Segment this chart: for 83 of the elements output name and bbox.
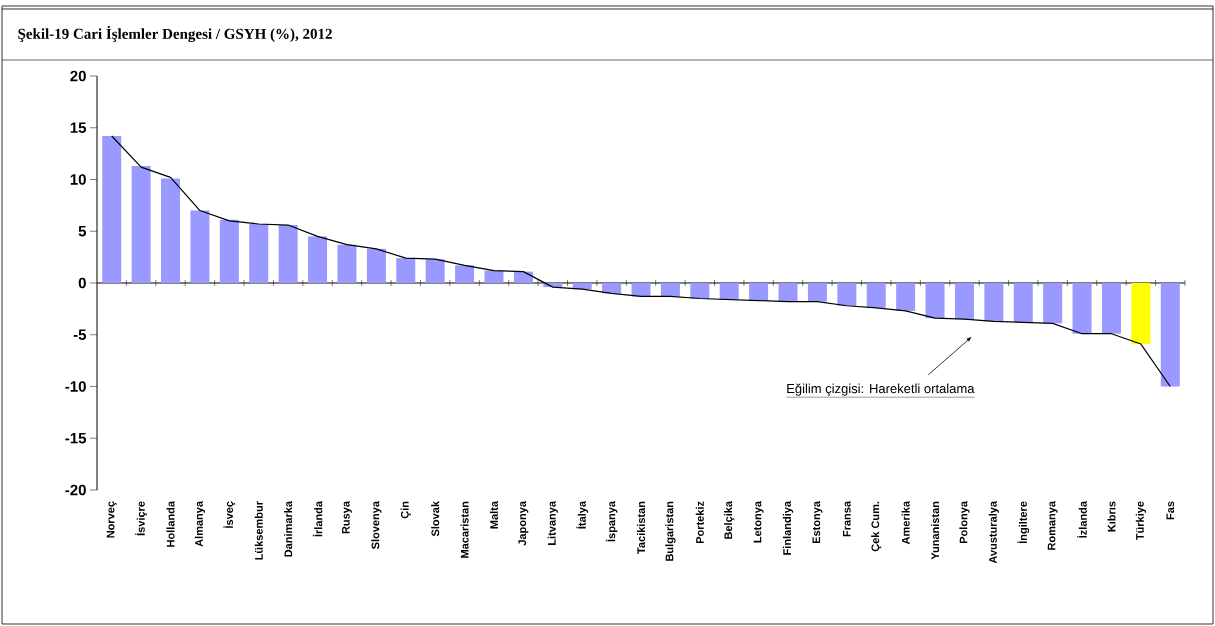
y-tick-label: 5 [78, 226, 87, 237]
x-tick-label: İsviçre [135, 501, 147, 536]
x-tick-label: Slovenya [371, 500, 382, 550]
x-tick-label: Slovak [431, 501, 440, 537]
bar [984, 282, 1004, 322]
bar [161, 178, 181, 283]
bar [308, 236, 328, 283]
bar [778, 282, 798, 302]
x-tick-label: Amerika [901, 500, 910, 545]
x-tick-label: Japonya [518, 500, 529, 546]
bar [425, 259, 445, 283]
bar [631, 282, 651, 297]
x-tick-label: Çek Cum. [871, 501, 882, 552]
bar [131, 166, 151, 283]
x-tick-label: Yunanistan [931, 501, 940, 560]
x-tick-label: İzlanda [1077, 500, 1087, 538]
bar [219, 219, 239, 283]
x-tick-label: Letonya [753, 500, 764, 543]
x-tick-label: Estonya [812, 500, 823, 544]
y-tick-label: 20 [70, 70, 86, 82]
bar [1101, 282, 1121, 334]
x-tick-label: Almanya [194, 500, 206, 547]
bar [249, 224, 269, 283]
x-tick-label: Polonya [959, 500, 970, 544]
x-tick-label: İngiltere [1017, 501, 1030, 544]
chart-title: Şekil-19 Cari İşlemler Dengesi / GSYH (%), 2012 [18, 25, 332, 43]
bar [1043, 282, 1063, 324]
x-tick-label: Belçika [724, 500, 735, 539]
y-tick-label: -5 [73, 329, 87, 340]
y-tick-label: -20 [65, 484, 86, 496]
x-tick-label: Avusturalya [988, 500, 999, 564]
x-tick-label: Danimarka [284, 500, 293, 557]
bar [1131, 282, 1151, 345]
x-tick-label: Romanya [1047, 500, 1058, 550]
bar [102, 136, 122, 283]
bar [807, 282, 827, 302]
bar [455, 265, 475, 283]
bar [719, 282, 739, 300]
bar [366, 248, 386, 283]
y-tick-label: -15 [65, 433, 87, 444]
y-tick-label: 15 [70, 122, 87, 133]
bar [484, 270, 504, 283]
bar [1072, 282, 1092, 334]
x-tick-label: Çin [400, 501, 411, 519]
x-tick-label: İsveç [223, 501, 236, 528]
bar [925, 282, 945, 319]
x-tick-label: Macaristan [460, 501, 469, 558]
x-tick-label: Litvanya [547, 500, 558, 545]
bar [396, 258, 416, 283]
y-tick-label: 10 [70, 174, 86, 185]
x-tick-label: Finlandiya [782, 500, 794, 555]
x-tick-label: Hollanda [166, 500, 175, 547]
x-tick-label: Norveç [106, 501, 117, 538]
bar [660, 282, 680, 297]
bar [690, 282, 710, 299]
bar [190, 210, 210, 283]
y-tick-label: 0 [78, 277, 86, 289]
bar [954, 282, 974, 320]
x-tick-label: Malta [489, 500, 499, 529]
bar [513, 271, 533, 283]
x-tick-label: İrlanda [312, 500, 323, 537]
bar [602, 282, 622, 294]
x-tick-label: Fas [1166, 501, 1175, 520]
x-tick-label: Portekiz [695, 501, 704, 544]
bar [866, 282, 886, 308]
bar [278, 225, 298, 283]
x-tick-label: Türkiye [1135, 501, 1146, 541]
x-tick-label: Tacikistan [636, 501, 646, 554]
bar [837, 282, 857, 306]
bar [1160, 282, 1180, 387]
bar [337, 244, 357, 283]
x-tick-label: Kıbrıs [1107, 501, 1116, 532]
x-tick-label: İtalya [576, 500, 589, 529]
x-tick-label: Bulgaristan [665, 501, 676, 561]
bar [1013, 282, 1033, 323]
x-tick-label: İspanya [605, 500, 618, 542]
x-tick-label: Fransa [843, 500, 851, 537]
bar [896, 282, 916, 311]
bar [749, 282, 769, 301]
x-tick-label: Rusya [342, 500, 352, 534]
annotation: Eğilim çizgisi: Hareketli ortalama [787, 383, 975, 396]
x-tick-label: Lüksembur [254, 501, 263, 560]
y-tick-label: -10 [65, 381, 86, 392]
